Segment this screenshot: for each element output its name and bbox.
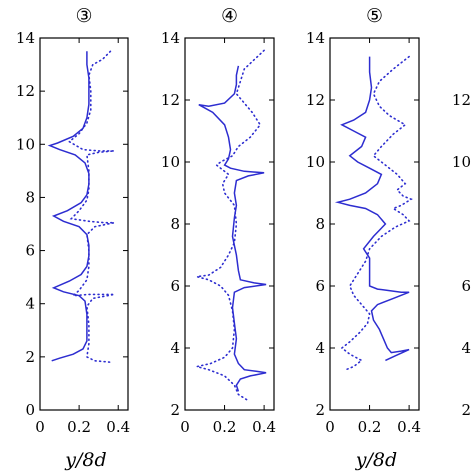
y-tick-label: 12 xyxy=(16,82,35,100)
plot-frame xyxy=(184,37,275,411)
solid-series-line xyxy=(334,56,410,362)
y-tick-label: 14 xyxy=(306,29,325,47)
y-tick-label: 0 xyxy=(25,401,35,419)
y-tick-label: 2 xyxy=(315,401,325,419)
partial-y-tick-label: 6 xyxy=(461,277,471,295)
plot-frame xyxy=(329,37,420,411)
plot-frame xyxy=(39,37,129,411)
partial-y-tick-label: 2 xyxy=(461,401,471,419)
y-tick-label: 8 xyxy=(25,188,35,206)
y-tick-label: 14 xyxy=(161,29,180,47)
y-tick-label: 6 xyxy=(315,277,325,295)
x-tick-label: 0.2 xyxy=(358,418,382,436)
chart-panel-2: 2 4 6 8 10 12 14 0 0.2 0.4 ④ xyxy=(161,5,276,436)
y-tick-label: 4 xyxy=(170,339,180,357)
y-tick-label: 8 xyxy=(170,215,180,233)
partial-y-tick-label: 4 xyxy=(461,339,471,357)
dotted-series-line xyxy=(340,55,413,371)
solid-series-line xyxy=(198,65,267,392)
x-tick-label: 0.4 xyxy=(252,418,276,436)
panel-title: ③ xyxy=(75,5,92,27)
x-tick-label: 0.4 xyxy=(106,418,130,436)
y-tick-label: 2 xyxy=(25,348,35,366)
x-tick-label: 0.4 xyxy=(397,418,421,436)
y-tick-label: 6 xyxy=(25,242,35,260)
y-tick-label: 8 xyxy=(315,215,325,233)
y-tick-label: 10 xyxy=(161,153,180,171)
y-tick-label: 12 xyxy=(306,91,325,109)
y-tick-label: 10 xyxy=(306,153,325,171)
y-tick-label: 2 xyxy=(170,401,180,419)
y-tick-label: 6 xyxy=(170,277,180,295)
chart-panel-1: 0 2 4 6 8 10 12 14 0 0.2 0.4 ③ y/8d xyxy=(16,5,130,471)
dotted-series-line xyxy=(196,49,265,402)
y-tick-label: 10 xyxy=(16,135,35,153)
dotted-series-line xyxy=(67,50,115,364)
x-tick-label: 0.2 xyxy=(67,418,91,436)
y-tick-label: 4 xyxy=(315,339,325,357)
x-tick-label: 0 xyxy=(35,418,45,436)
partial-y-tick-label: 10 xyxy=(452,153,471,171)
x-axis-label: y/8d xyxy=(64,449,106,471)
panel-title: ④ xyxy=(221,5,238,27)
partial-y-tick-label: 12 xyxy=(452,91,471,109)
x-tick-label: 0 xyxy=(325,418,335,436)
y-tick-label: 4 xyxy=(25,295,35,313)
x-tick-label: 0.2 xyxy=(213,418,237,436)
x-tick-label: 0 xyxy=(180,418,190,436)
y-tick-label: 12 xyxy=(161,91,180,109)
chart-panel-3: 2 4 6 8 10 12 14 0 0.2 0.4 ⑤ y/8d xyxy=(306,5,421,471)
x-axis-label: y/8d xyxy=(355,449,397,471)
y-tick-label: 14 xyxy=(16,29,35,47)
panel-title: ⑤ xyxy=(366,5,383,27)
partial-panel-4: 12 10 6 4 2 xyxy=(452,91,471,419)
